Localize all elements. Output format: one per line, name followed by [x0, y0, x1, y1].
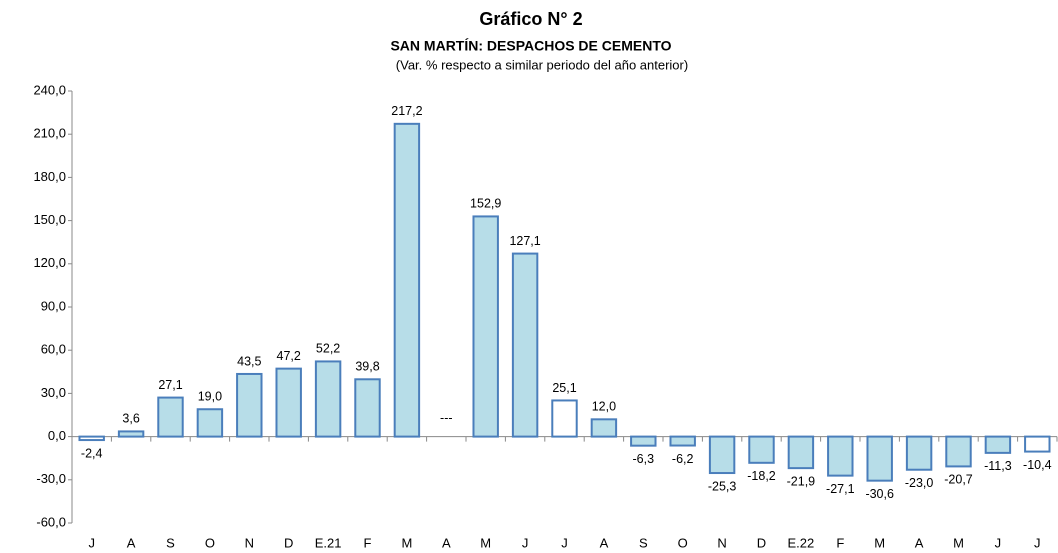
- x-tick-label: J: [995, 535, 1002, 550]
- bar: [1024, 435, 1051, 453]
- bar: [551, 399, 578, 438]
- bar: [354, 378, 381, 438]
- bar: [196, 408, 224, 438]
- value-label: -21,9: [787, 474, 816, 488]
- value-label: 152,9: [470, 197, 501, 211]
- x-tick-label: O: [678, 535, 688, 550]
- x-tick-label: E.21: [315, 535, 342, 550]
- x-tick-label: M: [401, 535, 412, 550]
- x-tick-label: J: [561, 535, 568, 550]
- bar: [866, 435, 893, 482]
- bar: [945, 435, 972, 468]
- x-tick-label: N: [245, 535, 254, 550]
- x-tick-label: S: [166, 535, 175, 550]
- value-label: -10,4: [1023, 458, 1052, 472]
- value-label: -2,4: [81, 446, 103, 460]
- x-tick-label: F: [836, 535, 844, 550]
- bar: [236, 372, 263, 438]
- value-label: -27,1: [826, 482, 855, 496]
- value-label: 3,6: [122, 412, 139, 426]
- y-tick-label: 150,0: [33, 212, 66, 227]
- x-tick-label: M: [480, 535, 491, 550]
- x-tick-label: A: [442, 535, 451, 550]
- bar: [630, 435, 657, 447]
- value-label: -25,3: [708, 479, 737, 493]
- value-label: 25,1: [552, 381, 576, 395]
- x-tick-label: M: [874, 535, 885, 550]
- value-label: -11,3: [984, 459, 1012, 473]
- bar: [669, 435, 696, 447]
- value-label: 43,5: [237, 354, 261, 368]
- x-tick-label: J: [522, 535, 529, 550]
- value-label: 12,0: [592, 400, 616, 414]
- bar: [827, 435, 854, 477]
- bar: [314, 360, 342, 438]
- bar: [748, 435, 775, 464]
- value-label: 52,2: [316, 342, 340, 356]
- bar: [708, 435, 736, 475]
- y-tick-label: 60,0: [41, 342, 66, 357]
- value-label: -18,2: [747, 469, 776, 483]
- value-label: 27,1: [158, 378, 182, 392]
- bar: [157, 396, 184, 438]
- bar: [511, 252, 539, 438]
- x-tick-label: O: [205, 535, 215, 550]
- value-label: -6,3: [633, 452, 655, 466]
- value-label: 19,0: [198, 390, 222, 404]
- value-label: -6,2: [672, 452, 694, 466]
- x-tick-label: E.22: [788, 535, 815, 550]
- y-tick-label: 180,0: [33, 169, 66, 184]
- y-tick-label: 90,0: [41, 298, 66, 313]
- chart-note: (Var. % respecto a similar periodo del a…: [396, 57, 688, 72]
- bar: [984, 435, 1012, 454]
- x-tick-label: D: [757, 535, 766, 550]
- y-tick-label: 210,0: [33, 126, 66, 141]
- bar: [472, 215, 499, 438]
- y-tick-label: -30,0: [36, 471, 66, 486]
- bar: [905, 435, 933, 471]
- x-tick-label: A: [600, 535, 609, 550]
- x-tick-label: N: [717, 535, 726, 550]
- value-label: 127,1: [509, 234, 540, 248]
- x-tick-label: M: [953, 535, 964, 550]
- value-label: -30,6: [865, 487, 894, 501]
- x-tick-label: J: [1034, 535, 1041, 550]
- value-label: ---: [440, 411, 453, 425]
- bar: [78, 435, 105, 442]
- x-tick-label: J: [88, 535, 95, 550]
- bar: [590, 418, 618, 438]
- y-tick-label: 0,0: [48, 428, 66, 443]
- y-tick-label: 120,0: [33, 255, 66, 270]
- x-tick-label: A: [915, 535, 924, 550]
- x-tick-label: F: [364, 535, 372, 550]
- value-label: -23,0: [905, 476, 934, 490]
- value-label: 47,2: [277, 349, 301, 363]
- y-tick-label: 30,0: [41, 385, 66, 400]
- value-label: -20,7: [944, 473, 973, 487]
- chart-title: Gráfico N° 2: [479, 9, 582, 29]
- chart-subtitle: SAN MARTÍN: DESPACHOS DE CEMENTO: [390, 38, 671, 54]
- y-tick-label: 240,0: [33, 82, 66, 97]
- bar: [275, 367, 302, 438]
- value-label: 39,8: [355, 360, 379, 374]
- y-tick-label: -60,0: [36, 514, 66, 529]
- value-label: 217,2: [391, 104, 422, 118]
- bar: [787, 435, 815, 470]
- x-tick-label: S: [639, 535, 648, 550]
- bar: [393, 122, 421, 438]
- x-tick-label: A: [127, 535, 136, 550]
- bar: [117, 430, 145, 438]
- x-tick-label: D: [284, 535, 293, 550]
